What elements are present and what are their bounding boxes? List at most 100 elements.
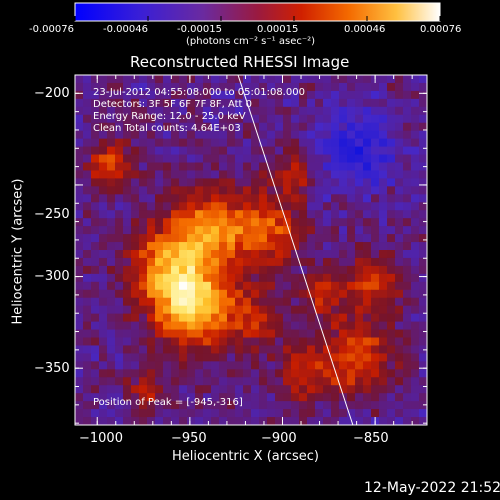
- heatmap-cell: [395, 409, 404, 418]
- heatmap-cell: [403, 329, 412, 339]
- heatmap-cell: [419, 265, 427, 275]
- heatmap-cell: [251, 194, 260, 203]
- heatmap-cell: [387, 218, 396, 227]
- heatmap-cell: [315, 90, 324, 100]
- heatmap-cell: [139, 313, 148, 323]
- heatmap-cell: [83, 417, 92, 425]
- heatmap-cell: [203, 273, 212, 283]
- heatmap-cell: [83, 146, 92, 156]
- heatmap-cell: [355, 130, 364, 140]
- heatmap-cell: [387, 75, 396, 84]
- heatmap-cell: [219, 361, 228, 370]
- heatmap-cell: [131, 250, 140, 259]
- heatmap-cell: [107, 257, 116, 267]
- heatmap-cell: [155, 313, 164, 323]
- heatmap-cell: [259, 210, 268, 219]
- heatmap-cell: [195, 257, 204, 267]
- heatmap-cell: [115, 401, 124, 410]
- heatmap-cell: [347, 337, 356, 347]
- heatmap-cell: [403, 377, 412, 386]
- heatmap-cell: [227, 170, 236, 179]
- heatmap-cell: [283, 377, 292, 386]
- heatmap-cell: [195, 130, 204, 140]
- heatmap-cell: [387, 186, 396, 195]
- heatmap-cell: [331, 122, 340, 132]
- heatmap-cell: [195, 218, 204, 227]
- heatmap-cell: [155, 409, 164, 418]
- heatmap-cell: [307, 401, 316, 410]
- heatmap-cell: [163, 257, 172, 267]
- heatmap-cell: [291, 417, 300, 425]
- heatmap-cell: [187, 377, 196, 386]
- heatmap-cell: [131, 130, 140, 140]
- heatmap-cell: [299, 234, 308, 243]
- heatmap-cell: [147, 329, 156, 339]
- heatmap-cell: [299, 321, 308, 331]
- heatmap-cell: [195, 329, 204, 339]
- heatmap-cell: [411, 90, 420, 100]
- heatmap-cell: [371, 218, 380, 227]
- heatmap-cell: [107, 313, 116, 323]
- y-axis-label: Heliocentric Y (arcsec): [10, 178, 26, 325]
- heatmap-cell: [107, 345, 116, 354]
- heatmap-cell: [251, 321, 260, 331]
- heatmap-cell: [315, 377, 324, 386]
- heatmap-cell: [315, 289, 324, 299]
- heatmap-cell: [291, 242, 300, 251]
- heatmap-cell: [99, 313, 108, 323]
- heatmap-cell: [139, 353, 148, 362]
- heatmap-cell: [363, 385, 372, 394]
- heatmap-cell: [203, 98, 212, 108]
- heatmap-cell: [155, 186, 164, 195]
- heatmap-cell: [411, 98, 420, 108]
- heatmap-cell: [235, 114, 244, 124]
- heatmap-cell: [171, 226, 180, 235]
- heatmap-cell: [123, 265, 132, 275]
- heatmap-cell: [91, 289, 100, 299]
- heatmap-cell: [163, 417, 172, 425]
- heatmap-cell: [99, 90, 108, 100]
- heatmap-cell: [331, 170, 340, 179]
- heatmap-cell: [299, 210, 308, 219]
- heatmap-cell: [219, 401, 228, 410]
- heatmap-cell: [179, 242, 188, 251]
- heatmap-cell: [123, 178, 132, 187]
- heatmap-cell: [195, 353, 204, 362]
- heatmap-cell: [315, 401, 324, 410]
- heatmap-cell: [323, 345, 332, 354]
- heatmap-cell: [211, 162, 220, 172]
- heatmap-cell: [283, 162, 292, 172]
- heatmap-cell: [371, 186, 380, 195]
- heatmap-cell: [243, 75, 252, 84]
- heatmap-cell: [339, 353, 348, 362]
- heatmap-cell: [363, 130, 372, 140]
- heatmap-cell: [411, 369, 420, 378]
- heatmap-cell: [323, 409, 332, 418]
- heatmap-cell: [291, 210, 300, 219]
- heatmap-cell: [291, 106, 300, 116]
- heatmap-cell: [275, 369, 284, 378]
- heatmap-cell: [395, 98, 404, 108]
- heatmap-cell: [403, 130, 412, 140]
- heatmap-cell: [403, 194, 412, 203]
- heatmap-cell: [347, 90, 356, 100]
- heatmap-cell: [235, 154, 244, 164]
- heatmap-cell: [315, 138, 324, 148]
- heatmap-cell: [203, 289, 212, 299]
- heatmap-cell: [403, 122, 412, 132]
- heatmap-cell: [419, 242, 427, 251]
- heatmap-cell: [347, 257, 356, 267]
- heatmap-cell: [179, 321, 188, 331]
- heatmap-cell: [83, 321, 92, 331]
- heatmap-cell: [283, 385, 292, 394]
- heatmap-cell: [227, 146, 236, 156]
- heatmap-cell: [219, 250, 228, 259]
- heatmap-cell: [147, 186, 156, 195]
- heatmap-cell: [219, 337, 228, 347]
- heatmap-cell: [419, 154, 427, 164]
- heatmap-cell: [211, 345, 220, 354]
- heatmap-cell: [355, 393, 364, 402]
- heatmap-cell: [155, 242, 164, 251]
- heatmap-cell: [339, 265, 348, 275]
- heatmap-cell: [371, 289, 380, 299]
